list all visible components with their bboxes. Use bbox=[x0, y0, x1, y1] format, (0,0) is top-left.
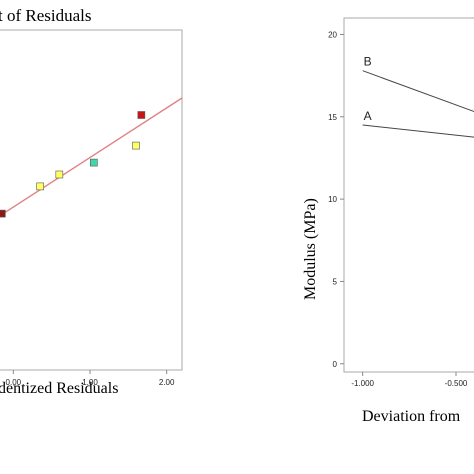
right-chart-marks: 0 5 10 15 20 -1.000 -0.500 A B bbox=[328, 30, 474, 388]
right-x-tick-label-1: -1.000 bbox=[351, 379, 374, 388]
residual-point-3 bbox=[55, 170, 64, 179]
right-x-tick-label-2: -0.500 bbox=[445, 379, 468, 388]
fit-line bbox=[0, 97, 183, 217]
right-y-axis-label: Modulus (MPa) bbox=[302, 198, 319, 300]
residual-point-4 bbox=[90, 158, 98, 167]
series-A-line bbox=[362, 124, 474, 138]
right-y-tick-label-2: 5 bbox=[333, 277, 338, 286]
right-y-tick-label-4: 15 bbox=[328, 113, 337, 122]
right-x-axis-label: Deviation from bbox=[362, 408, 461, 425]
residual-point-2 bbox=[36, 182, 44, 191]
left-plot-frame bbox=[0, 29, 183, 371]
series-B-line bbox=[362, 70, 474, 113]
residual-point-1 bbox=[0, 209, 6, 218]
right-y-tick-label-5: 20 bbox=[328, 30, 337, 39]
residual-point-6 bbox=[137, 111, 146, 119]
right-y-tick-label-1: 0 bbox=[333, 360, 338, 369]
series-B-label: B bbox=[364, 55, 372, 69]
left-x-tick-label-2: 1.00 bbox=[82, 378, 98, 387]
left-x-tick-label-1: 0.00 bbox=[6, 378, 22, 387]
left-panel: t of Residuals 0.00 1.00 2.00 dentized Res… bbox=[0, 6, 183, 397]
left-chart-title: t of Residuals bbox=[0, 6, 92, 25]
right-plot-frame bbox=[343, 17, 474, 373]
left-x-axis-label: dentized Residuals bbox=[0, 380, 118, 397]
right-y-tick-label-3: 10 bbox=[328, 195, 337, 204]
left-chart-marks: 0.00 1.00 2.00 bbox=[0, 97, 183, 387]
series-A-label: A bbox=[364, 109, 372, 123]
left-x-tick-label-3: 2.00 bbox=[159, 378, 175, 387]
right-panel: 0 5 10 15 20 -1.000 -0.500 A B Modulus (MPa) Dev… bbox=[302, 17, 474, 425]
residual-point-5 bbox=[132, 141, 140, 150]
